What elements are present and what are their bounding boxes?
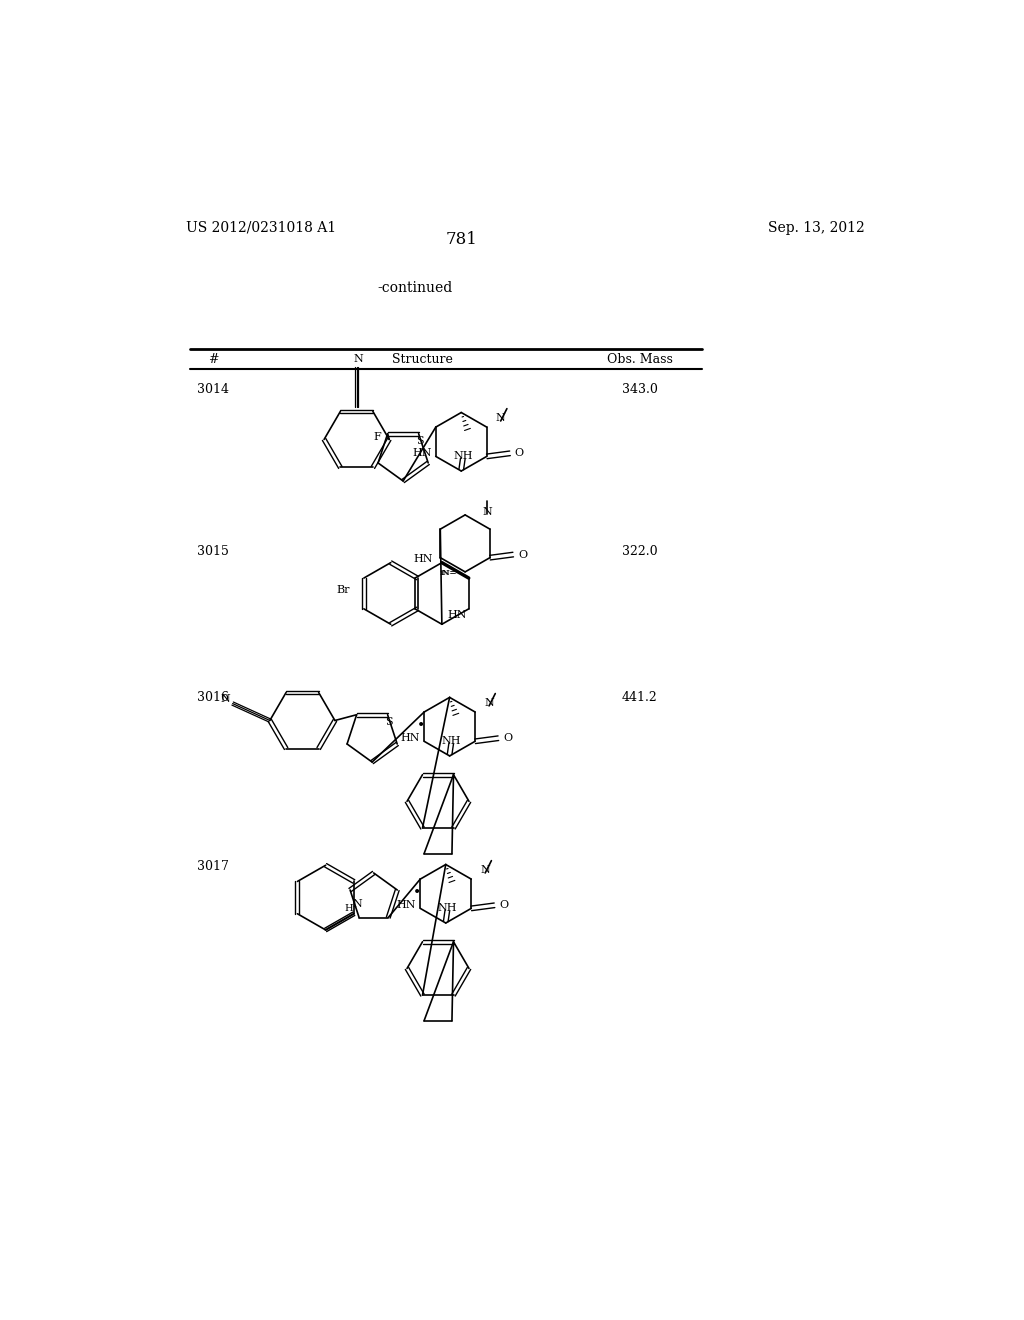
Text: Br: Br [336, 585, 349, 594]
Text: HN: HN [400, 733, 420, 743]
Text: 441.2: 441.2 [622, 690, 657, 704]
Text: NH: NH [441, 735, 461, 746]
Text: HN: HN [412, 449, 431, 458]
Text: 3016: 3016 [198, 690, 229, 704]
Text: O: O [500, 900, 508, 911]
Text: 781: 781 [445, 231, 477, 248]
Text: F: F [373, 432, 381, 442]
Text: Structure: Structure [392, 352, 453, 366]
Text: N: N [496, 413, 506, 422]
Text: 322.0: 322.0 [622, 545, 657, 557]
Text: US 2012/0231018 A1: US 2012/0231018 A1 [186, 220, 336, 235]
Text: NH: NH [453, 450, 472, 461]
Text: 343.0: 343.0 [622, 383, 657, 396]
Text: 3014: 3014 [198, 383, 229, 396]
Text: N: N [220, 694, 229, 704]
Text: Obs. Mass: Obs. Mass [606, 352, 673, 366]
Text: iN=: iN= [441, 569, 458, 577]
Text: S: S [385, 717, 393, 727]
Text: 3015: 3015 [198, 545, 229, 557]
Text: N: N [353, 354, 364, 364]
Text: HN: HN [396, 900, 416, 911]
Text: iN=: iN= [439, 569, 457, 577]
Text: H: H [344, 904, 352, 913]
Text: O: O [518, 549, 527, 560]
Text: O: O [503, 733, 512, 743]
Text: N: N [480, 865, 490, 875]
Text: N: N [484, 698, 494, 708]
Text: 3017: 3017 [198, 861, 229, 874]
Text: N: N [352, 899, 362, 908]
Text: -continued: -continued [377, 281, 453, 294]
Text: HN: HN [447, 610, 467, 620]
Text: O: O [515, 449, 524, 458]
Text: •: • [417, 719, 425, 733]
Text: S: S [417, 437, 424, 446]
Text: •: • [413, 886, 421, 900]
Text: N: N [482, 507, 492, 517]
Text: Sep. 13, 2012: Sep. 13, 2012 [768, 220, 864, 235]
Text: NH: NH [437, 903, 457, 912]
Text: #: # [208, 352, 218, 366]
Text: HN: HN [414, 554, 433, 564]
